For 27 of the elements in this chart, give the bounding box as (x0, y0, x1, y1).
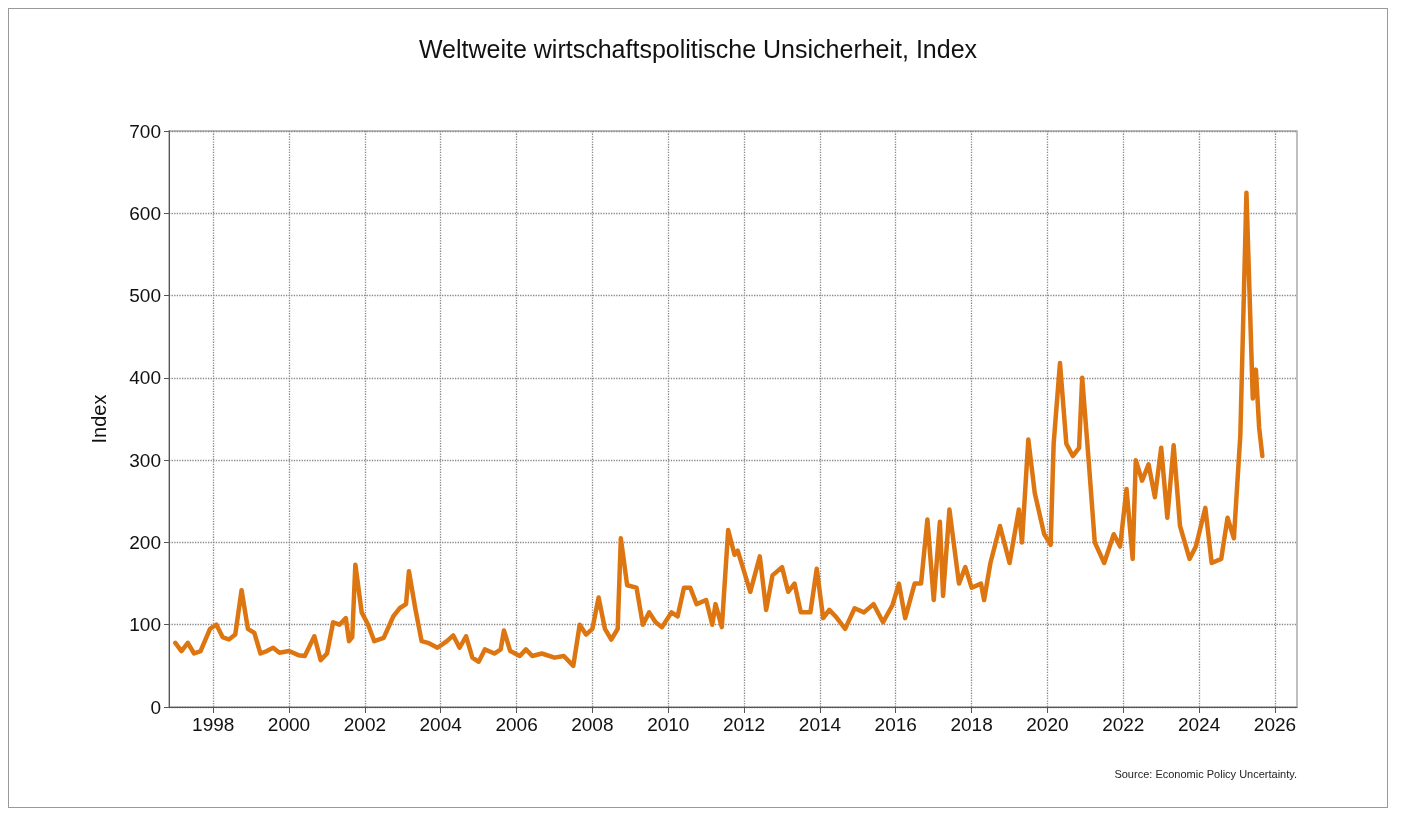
y-tick-label: 700 (129, 120, 161, 142)
x-tick-label: 2008 (571, 714, 614, 735)
chart-title: Weltweite wirtschaftspolitische Unsicherheit, Index (418, 34, 978, 63)
y-tick-label: 500 (129, 285, 161, 307)
y-axis-title: Index (88, 394, 110, 444)
x-tick-label: 2016 (874, 714, 917, 735)
x-tick-label: 2000 (267, 714, 311, 735)
source-note: Source: Economic Policy Uncertainty. (1114, 767, 1297, 780)
x-tick-label: 2020 (1026, 714, 1069, 735)
line-series (173, 190, 1265, 669)
y-tick-label: 600 (129, 202, 161, 224)
x-tick-label: 2022 (1102, 714, 1145, 735)
x-tick-label: 2024 (1177, 714, 1221, 735)
y-tick-label: 200 (129, 531, 161, 553)
y-tick-label: 300 (129, 449, 161, 471)
x-tick-label: 2012 (722, 714, 766, 735)
x-tick-label: 2014 (798, 714, 842, 735)
x-tick-label: 1998 (192, 714, 235, 735)
x-tick-label: 2010 (647, 714, 690, 735)
y-tick-label: 0 (150, 696, 161, 718)
x-tick-label: 2006 (495, 714, 538, 735)
x-tick-label: 2026 (1253, 714, 1297, 735)
x-tick-label: 2004 (419, 714, 463, 735)
x-tick-label: 2002 (343, 714, 387, 735)
y-tick-label: 400 (129, 367, 161, 389)
y-tick-label: 100 (129, 614, 161, 636)
x-tick-label: 2018 (950, 714, 993, 735)
